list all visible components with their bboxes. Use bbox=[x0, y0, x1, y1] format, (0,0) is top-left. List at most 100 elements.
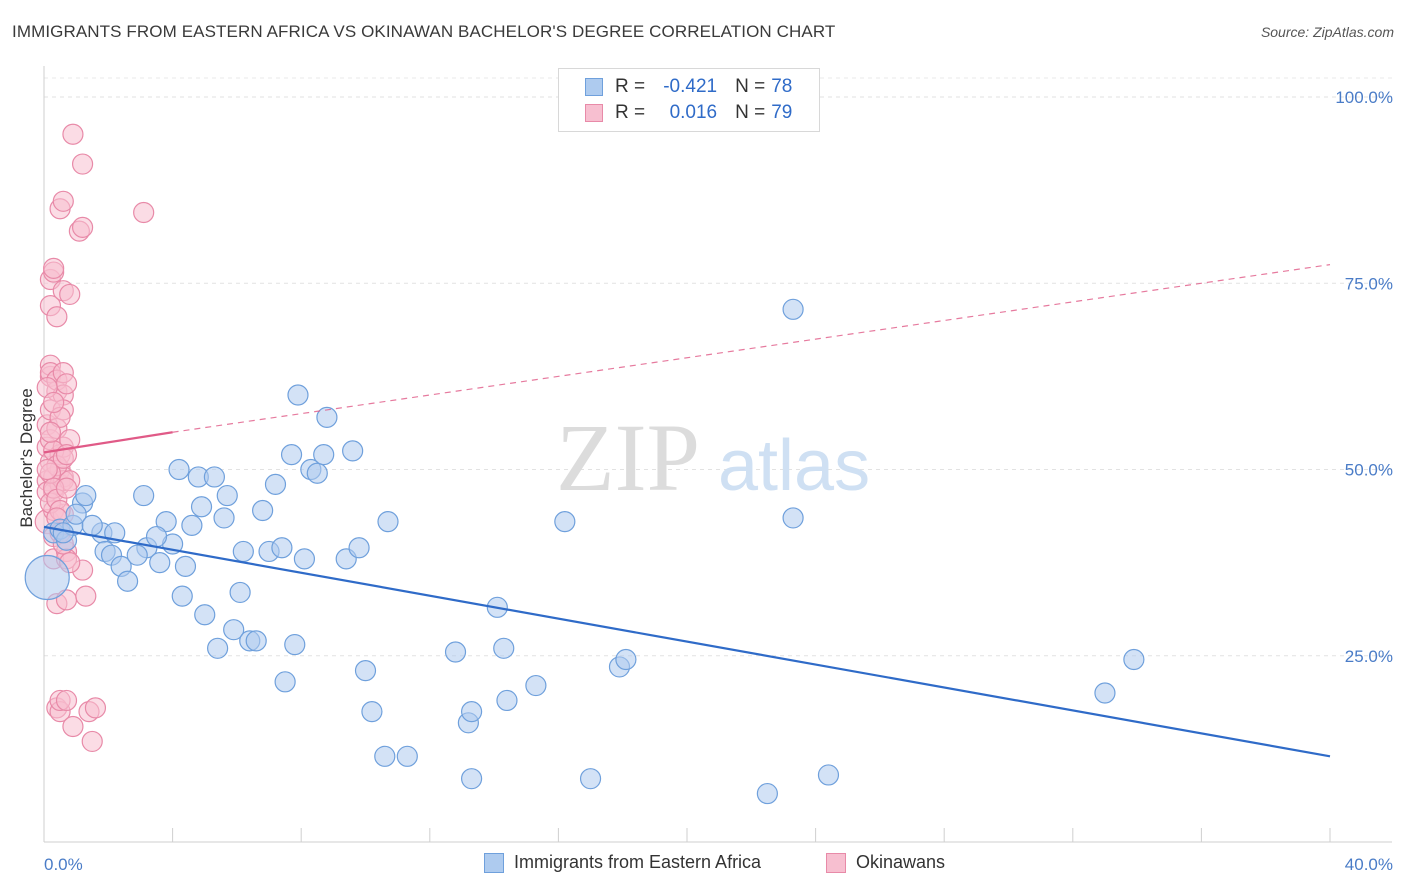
data-point bbox=[203, 466, 225, 488]
eastern-africa-points bbox=[24, 298, 1145, 805]
legend-item-okinawans[interactable]: Okinawans bbox=[826, 852, 945, 873]
eastern-africa-trend-line bbox=[43, 525, 1331, 758]
data-point bbox=[71, 216, 94, 238]
okinawans-trend-line bbox=[43, 431, 173, 454]
data-point bbox=[1123, 648, 1145, 671]
data-point bbox=[24, 554, 70, 601]
y-tick-labels: 25.0% 50.0% 75.0% 100.0% bbox=[1335, 88, 1393, 666]
data-point bbox=[62, 123, 84, 145]
data-point bbox=[579, 768, 602, 790]
data-point bbox=[756, 782, 778, 805]
y-tick-label: 25.0% bbox=[1345, 647, 1393, 666]
y-tick-label: 75.0% bbox=[1345, 274, 1393, 293]
legend-swatch-pink bbox=[826, 852, 846, 873]
data-point bbox=[36, 458, 58, 481]
data-point bbox=[306, 462, 328, 484]
y-axis-label: Bachelor's Degree bbox=[17, 388, 36, 527]
data-point bbox=[46, 306, 68, 328]
trend-lines bbox=[43, 264, 1331, 758]
data-point bbox=[213, 507, 235, 529]
data-point bbox=[280, 444, 303, 466]
data-point bbox=[348, 537, 370, 559]
data-point bbox=[264, 473, 287, 495]
series-legend: Immigrants from Eastern Africa Okinawans bbox=[0, 852, 1406, 878]
data-point bbox=[155, 511, 177, 533]
y-tick-label: 100.0% bbox=[1335, 88, 1393, 107]
data-point bbox=[190, 496, 213, 518]
legend-swatch-pink bbox=[585, 104, 603, 122]
data-point bbox=[342, 440, 364, 462]
legend-row-eastern-africa: R = -0.421 N = 78 bbox=[585, 75, 792, 99]
data-point bbox=[43, 257, 65, 279]
legend-r-label: R = bbox=[615, 76, 646, 97]
data-point bbox=[493, 637, 515, 659]
data-point bbox=[361, 701, 383, 723]
legend-label-eastern-africa: Immigrants from Eastern Africa bbox=[514, 852, 762, 872]
data-point bbox=[145, 525, 168, 548]
data-point bbox=[59, 283, 81, 306]
data-point bbox=[75, 585, 97, 607]
data-point bbox=[377, 511, 399, 533]
data-point bbox=[496, 689, 518, 712]
data-point bbox=[396, 745, 418, 767]
data-point bbox=[52, 522, 74, 544]
legend-item-eastern-africa[interactable]: Immigrants from Eastern Africa bbox=[484, 852, 761, 873]
okinawans-trend-extension bbox=[172, 264, 1331, 433]
data-point bbox=[271, 537, 293, 559]
data-point bbox=[65, 503, 87, 525]
data-point bbox=[817, 764, 840, 786]
legend-label-okinawans: Okinawans bbox=[856, 852, 946, 872]
source-note: Source: ZipAtlas.com bbox=[1260, 24, 1394, 40]
data-point bbox=[116, 570, 139, 592]
watermark-zip: ZIP bbox=[556, 404, 700, 511]
legend-r-value: -0.421 bbox=[663, 76, 718, 97]
y-tick-label: 50.0% bbox=[1345, 461, 1393, 480]
data-point bbox=[75, 484, 97, 507]
data-point bbox=[1094, 682, 1116, 704]
data-point bbox=[615, 648, 637, 671]
data-point bbox=[133, 201, 155, 224]
data-point bbox=[293, 548, 316, 570]
data-point bbox=[207, 637, 229, 659]
data-point bbox=[55, 689, 78, 712]
data-point bbox=[232, 540, 254, 563]
data-point bbox=[39, 421, 62, 443]
data-point bbox=[84, 697, 107, 719]
data-point bbox=[444, 641, 467, 663]
data-point bbox=[62, 715, 84, 738]
grid-lines bbox=[44, 77, 1392, 657]
data-point bbox=[71, 153, 94, 175]
legend-n-label: N = bbox=[735, 76, 766, 97]
legend-swatch-blue bbox=[484, 852, 504, 873]
data-point bbox=[43, 391, 65, 414]
data-point bbox=[171, 585, 193, 607]
data-point bbox=[460, 768, 483, 790]
correlation-legend: R = -0.421 N = 78 R = 0.016 N = 79 bbox=[558, 68, 820, 132]
data-point bbox=[81, 514, 103, 536]
data-point bbox=[52, 190, 74, 212]
x-tick-label: 40.0% bbox=[1345, 855, 1393, 874]
data-point bbox=[223, 619, 245, 641]
data-point bbox=[174, 555, 197, 577]
data-point bbox=[168, 458, 190, 481]
data-point bbox=[374, 745, 396, 767]
data-point bbox=[782, 298, 804, 320]
data-point bbox=[316, 406, 338, 428]
x-tick-labels: 0.0% 40.0% bbox=[44, 855, 1393, 874]
data-point bbox=[525, 674, 547, 697]
data-point bbox=[460, 701, 483, 723]
legend-n-label: N = bbox=[735, 102, 766, 123]
legend-n-value: 78 bbox=[771, 76, 793, 97]
data-point bbox=[181, 514, 203, 536]
data-point bbox=[782, 507, 804, 529]
data-point bbox=[194, 604, 216, 626]
data-point bbox=[216, 484, 238, 507]
data-point bbox=[229, 581, 251, 604]
data-point bbox=[149, 552, 171, 574]
data-point bbox=[133, 484, 155, 507]
data-point bbox=[55, 373, 78, 395]
data-point bbox=[313, 444, 335, 466]
legend-r-value: 0.016 bbox=[669, 102, 718, 123]
data-point bbox=[252, 499, 274, 522]
